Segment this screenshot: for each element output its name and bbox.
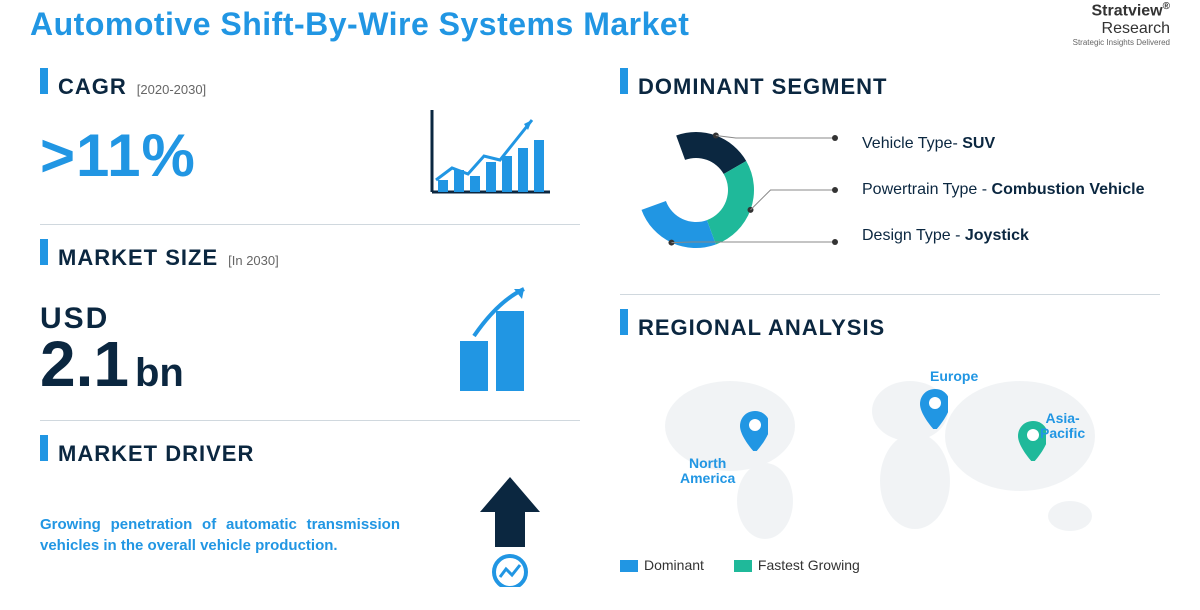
segment-label: Vehicle Type- — [862, 135, 962, 152]
brand-logo: Stratview® Research Strategic Insights D… — [1073, 1, 1170, 47]
map-pin-icon — [740, 411, 768, 451]
market-size-section: MARKET SIZE [In 2030] USD 2.1bn — [40, 239, 580, 396]
map-pin-icon — [920, 389, 948, 429]
dominant-label: DOMINANT SEGMENT — [638, 74, 887, 100]
market-size-period: [In 2030] — [228, 253, 279, 268]
market-size-value: 2.1 — [40, 336, 129, 394]
accent-bar — [40, 239, 48, 265]
market-size-unit: bn — [135, 351, 184, 395]
page-title: Automotive Shift-By-Wire Systems Market — [30, 6, 689, 43]
segment-item: Vehicle Type- SUV — [862, 135, 1144, 153]
segment-value: Combustion Vehicle — [992, 181, 1145, 198]
segment-value: SUV — [962, 135, 995, 152]
segment-item: Design Type - Joystick — [862, 227, 1144, 245]
driver-text: Growing penetration of automatic transmi… — [40, 514, 400, 556]
accent-bar — [40, 435, 48, 461]
legend-label: Fastest Growing — [758, 557, 860, 573]
donut-chart — [620, 110, 840, 270]
legend-swatch — [734, 560, 752, 572]
cagr-chart-icon — [430, 110, 550, 200]
segment-label: Design Type - — [862, 227, 965, 244]
cagr-label: CAGR — [58, 74, 127, 100]
accent-bar — [40, 68, 48, 94]
driver-arrow-icon — [470, 477, 550, 592]
cagr-value: >11% — [40, 121, 196, 190]
region-label: Asia-Pacific — [1040, 411, 1085, 442]
accent-bar — [620, 309, 628, 335]
market-size-chart-icon — [450, 281, 550, 396]
legend-swatch — [620, 560, 638, 572]
region-label: Europe — [930, 369, 978, 384]
cagr-period: [2020-2030] — [137, 82, 206, 97]
brand-suffix: Research — [1102, 20, 1170, 37]
cagr-section: CAGR [2020-2030] >11% — [40, 68, 580, 200]
brand-tagline: Strategic Insights Delivered — [1073, 38, 1170, 47]
market-size-label: MARKET SIZE — [58, 245, 218, 271]
regional-analysis-section: REGIONAL ANALYSIS NorthAmerica Europe Asia… — [620, 309, 1160, 573]
regional-label: REGIONAL ANALYSIS — [638, 315, 885, 341]
market-driver-section: MARKET DRIVER Growing penetration of aut… — [40, 435, 580, 592]
segment-value: Joystick — [965, 227, 1029, 244]
legend-item: Fastest Growing — [734, 557, 860, 573]
driver-label: MARKET DRIVER — [58, 441, 254, 467]
accent-bar — [620, 68, 628, 94]
region-label: NorthAmerica — [680, 456, 735, 487]
dominant-segment-section: DOMINANT SEGMENT Vehicle Type- SUV Powert… — [620, 68, 1160, 270]
segment-label: Powertrain Type - — [862, 181, 992, 198]
legend-item: Dominant — [620, 557, 704, 573]
brand-name: Stratview — [1091, 2, 1162, 19]
world-map-icon — [620, 351, 1140, 541]
legend-label: Dominant — [644, 557, 704, 573]
segment-item: Powertrain Type - Combustion Vehicle — [862, 181, 1144, 199]
